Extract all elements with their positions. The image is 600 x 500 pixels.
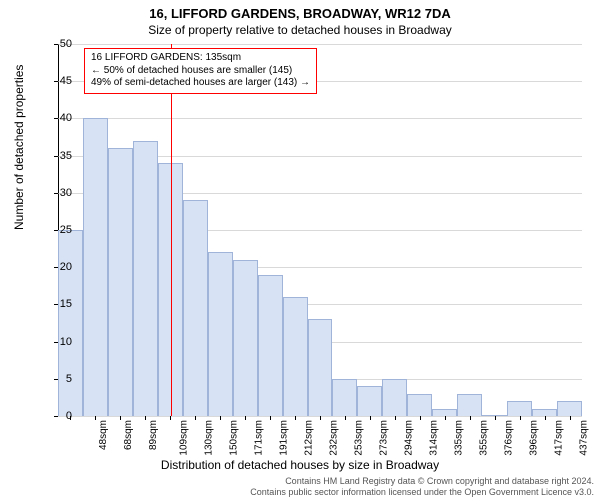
x-tick-mark xyxy=(570,416,571,420)
bar xyxy=(308,319,333,416)
footer-line1: Contains HM Land Registry data © Crown c… xyxy=(250,476,594,487)
chart-container: 16, LIFFORD GARDENS, BROADWAY, WR12 7DA … xyxy=(0,0,600,500)
x-tick-label: 314sqm xyxy=(428,420,439,456)
x-tick-label: 437sqm xyxy=(578,420,589,456)
x-tick-mark xyxy=(195,416,196,420)
x-tick-mark xyxy=(445,416,446,420)
bar xyxy=(83,118,108,416)
x-tick-label: 68sqm xyxy=(123,420,134,450)
bar xyxy=(208,252,233,416)
y-tick-label: 35 xyxy=(32,150,72,162)
x-tick-mark xyxy=(295,416,296,420)
footer-line2: Contains public sector information licen… xyxy=(250,487,594,498)
x-tick-label: 89sqm xyxy=(148,420,159,450)
bar xyxy=(357,386,382,416)
x-tick-mark xyxy=(545,416,546,420)
bar xyxy=(532,409,557,416)
plot-area: 48sqm68sqm89sqm109sqm130sqm150sqm171sqm1… xyxy=(58,44,582,416)
bar xyxy=(382,379,407,416)
x-tick-mark xyxy=(120,416,121,420)
x-axis-label: Distribution of detached houses by size … xyxy=(0,458,600,472)
bar xyxy=(432,409,457,416)
reference-line xyxy=(171,44,172,416)
bar xyxy=(557,401,582,416)
x-tick-label: 109sqm xyxy=(179,420,190,456)
x-tick-mark xyxy=(220,416,221,420)
x-tick-label: 273sqm xyxy=(379,420,390,456)
bar xyxy=(332,379,357,416)
bar xyxy=(183,200,208,416)
y-tick-label: 30 xyxy=(32,187,72,199)
bar xyxy=(407,394,432,416)
x-tick-label: 376sqm xyxy=(503,420,514,456)
y-tick-label: 10 xyxy=(32,336,72,348)
x-tick-mark xyxy=(95,416,96,420)
y-tick-label: 25 xyxy=(32,224,72,236)
y-axis-label: Number of detached properties xyxy=(12,65,26,230)
gridline xyxy=(58,118,582,119)
annotation-line1: 16 LIFFORD GARDENS: 135sqm xyxy=(91,52,310,65)
x-tick-mark xyxy=(270,416,271,420)
y-tick-label: 45 xyxy=(32,75,72,87)
x-tick-label: 232sqm xyxy=(329,420,340,456)
bar xyxy=(108,148,133,416)
x-tick-mark xyxy=(245,416,246,420)
footer-attribution: Contains HM Land Registry data © Crown c… xyxy=(250,476,594,498)
y-tick-label: 15 xyxy=(32,298,72,310)
bar xyxy=(58,230,83,416)
x-tick-label: 417sqm xyxy=(553,420,564,456)
x-tick-label: 253sqm xyxy=(354,420,365,456)
x-tick-mark xyxy=(395,416,396,420)
annotation-box: 16 LIFFORD GARDENS: 135sqm← 50% of detac… xyxy=(84,48,317,94)
x-tick-label: 171sqm xyxy=(254,420,265,456)
y-tick-label: 20 xyxy=(32,261,72,273)
bar xyxy=(283,297,308,416)
annotation-line3: 49% of semi-detached houses are larger (… xyxy=(91,77,310,90)
bar xyxy=(233,260,258,416)
x-tick-label: 48sqm xyxy=(98,420,109,450)
y-tick-label: 0 xyxy=(32,410,72,422)
x-tick-label: 335sqm xyxy=(453,420,464,456)
x-tick-label: 212sqm xyxy=(304,420,315,456)
annotation-line2: ← 50% of detached houses are smaller (14… xyxy=(91,65,310,78)
x-tick-label: 150sqm xyxy=(229,420,240,456)
chart-title-line2: Size of property relative to detached ho… xyxy=(0,21,600,37)
bar xyxy=(258,275,283,416)
x-tick-label: 130sqm xyxy=(204,420,215,456)
x-tick-label: 396sqm xyxy=(528,420,539,456)
x-tick-mark xyxy=(370,416,371,420)
x-tick-label: 191sqm xyxy=(279,420,290,456)
y-tick-label: 50 xyxy=(32,38,72,50)
x-tick-mark xyxy=(320,416,321,420)
bar xyxy=(457,394,482,416)
y-tick-label: 40 xyxy=(32,112,72,124)
x-tick-mark xyxy=(520,416,521,420)
bar xyxy=(507,401,532,416)
y-tick-label: 5 xyxy=(32,373,72,385)
x-tick-mark xyxy=(145,416,146,420)
x-tick-mark xyxy=(170,416,171,420)
bar xyxy=(133,141,158,416)
x-tick-mark xyxy=(495,416,496,420)
x-tick-label: 294sqm xyxy=(403,420,414,456)
chart-title-line1: 16, LIFFORD GARDENS, BROADWAY, WR12 7DA xyxy=(0,0,600,21)
x-tick-mark xyxy=(345,416,346,420)
x-tick-mark xyxy=(470,416,471,420)
x-tick-mark xyxy=(420,416,421,420)
x-tick-label: 355sqm xyxy=(478,420,489,456)
gridline xyxy=(58,44,582,45)
